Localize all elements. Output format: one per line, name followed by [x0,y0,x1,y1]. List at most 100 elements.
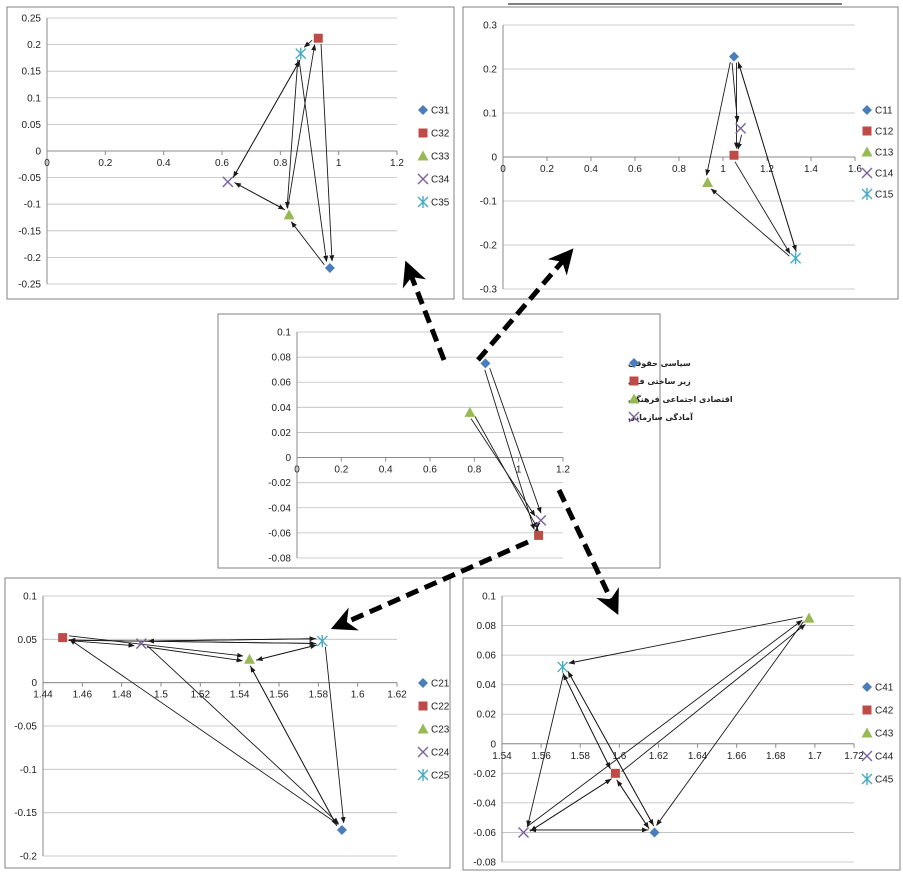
y-tick-label: 0.05 [22,120,42,131]
y-tick-label: 0.3 [483,21,497,32]
x-tick-label: 0 [294,465,300,476]
y-tick-label: 0 [490,739,496,750]
chart-panel-p1: 0.250.20.150.10.050-0.05-0.1-0.15-0.2-0.… [6,6,455,300]
y-tick-label: -0.08 [473,858,496,869]
x-tick-label: 1.68 [766,751,786,762]
connection-arrow [249,665,337,826]
big-dashed-arrow [556,488,619,616]
data-point-c11 [729,51,739,62]
connection-arrow [147,638,317,644]
connection-arrow [474,416,538,529]
y-tick-label: -0.02 [473,769,496,780]
connection-arrow [284,59,299,209]
legend-marker [417,769,429,781]
x-tick-label: 1.6 [848,164,862,175]
data-point-c34 [222,176,234,188]
legend-marker [629,358,639,368]
y-tick-label: -0.1 [20,765,38,776]
x-tick-label: 0.6 [423,465,437,476]
data-point-c21 [336,825,347,835]
x-tick-label: 0.6 [215,158,229,169]
y-tick-label: -0.06 [473,828,496,839]
data-point-c42 [610,768,620,778]
legend-label: C12 [875,127,894,138]
y-tick-label: -0.04 [473,798,496,809]
data-point-c41 [649,827,660,838]
x-tick-label: 1.2 [556,465,570,476]
x-tick-label: 1.54 [230,690,250,701]
legend-label: C43 [875,729,894,740]
legend-label: C25 [431,771,450,782]
data-point-c22 [58,633,68,643]
legend-label: C15 [875,190,894,201]
legend-marker [418,701,428,711]
data-point-c13 [702,177,714,188]
x-tick-label: 1.54 [492,751,512,762]
x-tick-label: 1.6 [351,690,365,701]
x-tick-label: 0.2 [334,465,348,476]
connection-arrow [526,673,565,827]
data-point-c15 [790,252,802,265]
connection-arrow [568,616,803,665]
connection-arrow [737,134,743,150]
connection-arrow [734,161,791,255]
legend-label: اقتصادی اجتماعی فرهنگی [628,394,733,404]
y-tick-label: 0.02 [477,710,497,721]
connection-arrow [290,221,325,266]
legend-marker [861,773,873,785]
y-tick-label: 0.1 [482,592,496,603]
legend-marker [861,727,873,738]
connection-arrow [233,59,301,178]
x-tick-label: 1.56 [269,690,289,701]
connection-arrow [567,671,655,827]
legend-marker [628,393,640,404]
chart-frame [4,577,451,869]
legend-marker [861,750,873,762]
connection-arrow [489,368,542,514]
y-tick-label: 0.06 [272,378,292,389]
x-tick-label: 0.8 [273,158,287,169]
connection-arrow [320,44,335,262]
legend-label: C42 [875,706,894,717]
legend-label: C24 [431,748,450,759]
connection-arrow [256,644,318,662]
connection-arrow [287,44,317,209]
x-tick-label: 0.4 [379,465,393,476]
connection-arrow [616,779,649,829]
y-tick-label: -0.05 [18,173,41,184]
connection-arrow [731,62,740,123]
y-tick-label: 0.1 [27,93,41,104]
connection-arrow [705,61,731,176]
chart-panel-p5: 0.1 0.08 0.06 0.04 0.02 0 -0.02 -0.04 -0.06 -0.08… [462,577,901,871]
legend-label: C13 [875,148,894,159]
legend-marker [862,105,872,115]
data-point-c23 [244,653,255,664]
y-tick-label: 0 [491,153,497,164]
y-tick-label: 0.2 [27,40,41,51]
y-tick-label: -0.04 [268,503,291,514]
y-tick-label: 0.05 [18,635,38,646]
x-tick-label: 1.7 [808,751,822,762]
y-tick-label: 0.15 [22,67,42,78]
connection-arrow [303,39,313,48]
y-tick-label: -0.15 [14,808,37,819]
legend-label: C41 [875,683,894,694]
x-tick-label: 1.2 [390,158,404,169]
x-tick-label: 1.66 [727,751,747,762]
x-tick-label: 0.2 [540,164,554,175]
legend-label: C14 [875,169,894,180]
chart-frame [6,6,455,300]
y-tick-label: 0.1 [483,109,497,120]
y-tick-label: 0.08 [272,353,292,364]
y-tick-label: 0 [31,678,37,689]
big-dashed-arrows [330,248,619,631]
legend-label: C23 [431,725,450,736]
connection-arrow [298,59,329,263]
legend-marker [861,188,873,200]
legend-marker [862,126,872,136]
x-tick-label: 0.8 [672,164,686,175]
legend-marker [861,167,873,179]
x-tick-label: 0.8 [467,465,481,476]
data-point-c14 [735,122,747,134]
data-point-2 [464,406,476,417]
